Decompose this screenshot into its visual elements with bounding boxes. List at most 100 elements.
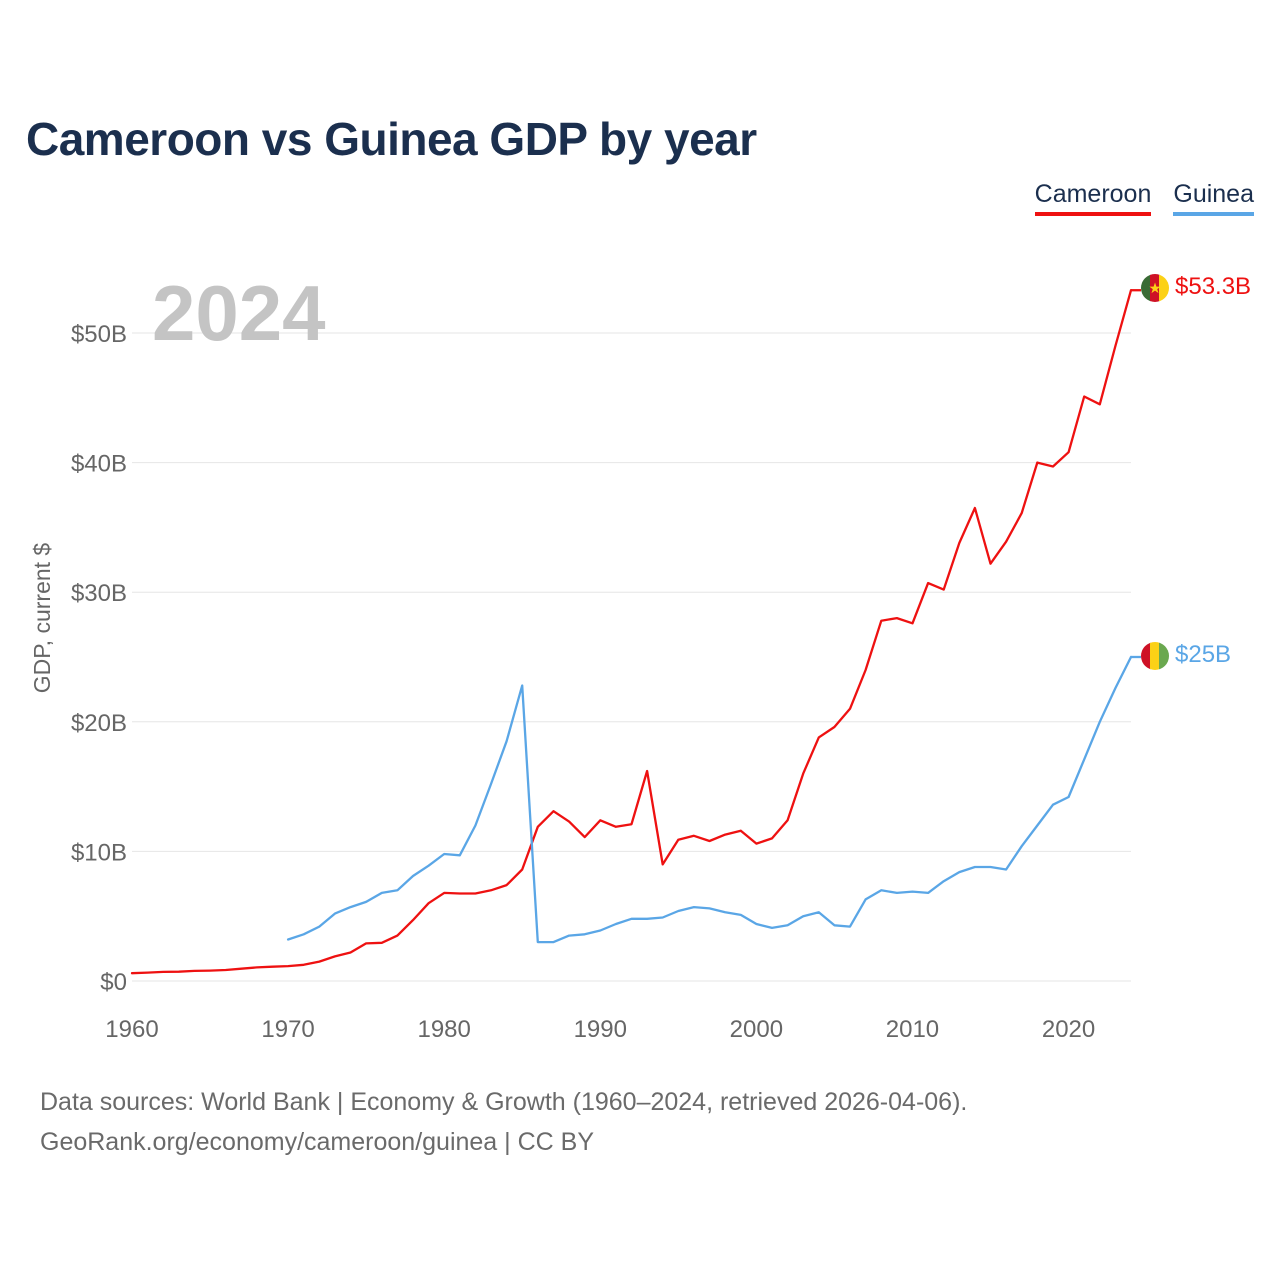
data-point-guinea[interactable] <box>564 931 574 941</box>
data-point-cameroon[interactable] <box>673 835 683 845</box>
data-point-cameroon[interactable] <box>923 578 933 588</box>
data-point-guinea[interactable] <box>798 911 808 921</box>
data-point-guinea[interactable] <box>1079 754 1089 764</box>
data-point-cameroon[interactable] <box>564 817 574 827</box>
data-point-guinea[interactable] <box>330 909 340 919</box>
data-point-guinea[interactable] <box>580 929 590 939</box>
data-point-cameroon[interactable] <box>814 732 824 742</box>
data-point-cameroon[interactable] <box>1048 462 1058 472</box>
data-point-cameroon[interactable] <box>1064 447 1074 457</box>
data-point-cameroon[interactable] <box>455 889 465 899</box>
data-point-guinea[interactable] <box>954 867 964 877</box>
data-point-guinea[interactable] <box>908 887 918 897</box>
data-point-guinea[interactable] <box>486 779 496 789</box>
data-point-cameroon[interactable] <box>330 951 340 961</box>
data-point-cameroon[interactable] <box>1095 399 1105 409</box>
data-point-cameroon[interactable] <box>392 931 402 941</box>
data-point-guinea[interactable] <box>720 907 730 917</box>
data-point-cameroon[interactable] <box>595 815 605 825</box>
data-point-guinea[interactable] <box>783 920 793 930</box>
data-point-cameroon[interactable] <box>174 967 184 977</box>
data-point-cameroon[interactable] <box>798 769 808 779</box>
data-point-cameroon[interactable] <box>314 957 324 967</box>
data-point-cameroon[interactable] <box>986 559 996 569</box>
data-point-cameroon[interactable] <box>829 722 839 732</box>
data-point-guinea[interactable] <box>1017 841 1027 851</box>
data-point-guinea[interactable] <box>1001 865 1011 875</box>
data-point-cameroon[interactable] <box>439 888 449 898</box>
data-point-guinea[interactable] <box>814 907 824 917</box>
data-point-cameroon[interactable] <box>908 618 918 628</box>
data-point-guinea[interactable] <box>673 906 683 916</box>
data-point-cameroon[interactable] <box>658 859 668 869</box>
data-point-cameroon[interactable] <box>783 815 793 825</box>
data-point-cameroon[interactable] <box>1079 392 1089 402</box>
data-point-guinea[interactable] <box>939 876 949 886</box>
data-point-guinea[interactable] <box>751 919 761 929</box>
data-point-cameroon[interactable] <box>954 538 964 548</box>
data-point-cameroon[interactable] <box>236 964 246 974</box>
data-point-cameroon[interactable] <box>299 960 309 970</box>
data-point-cameroon[interactable] <box>502 880 512 890</box>
data-point-cameroon[interactable] <box>892 613 902 623</box>
data-point-guinea[interactable] <box>299 929 309 939</box>
data-point-guinea[interactable] <box>314 922 324 932</box>
data-point-cameroon[interactable] <box>221 965 231 975</box>
data-point-cameroon[interactable] <box>283 961 293 971</box>
data-point-cameroon[interactable] <box>1001 537 1011 547</box>
data-point-guinea[interactable] <box>1032 821 1042 831</box>
data-point-guinea[interactable] <box>642 914 652 924</box>
data-point-guinea[interactable] <box>502 736 512 746</box>
data-point-cameroon[interactable] <box>970 503 980 513</box>
data-point-cameroon[interactable] <box>189 966 199 976</box>
data-point-guinea[interactable] <box>283 935 293 945</box>
data-point-cameroon[interactable] <box>268 962 278 972</box>
data-point-cameroon[interactable] <box>205 966 215 976</box>
data-point-guinea[interactable] <box>517 681 527 691</box>
data-point-guinea[interactable] <box>1048 800 1058 810</box>
data-point-guinea[interactable] <box>455 850 465 860</box>
data-point-cameroon[interactable] <box>876 616 886 626</box>
data-point-guinea[interactable] <box>892 888 902 898</box>
data-point-cameroon[interactable] <box>143 968 153 978</box>
data-point-cameroon[interactable] <box>424 898 434 908</box>
data-point-cameroon[interactable] <box>127 968 137 978</box>
data-point-guinea[interactable] <box>736 910 746 920</box>
data-point-cameroon[interactable] <box>377 938 387 948</box>
data-point-cameroon[interactable] <box>642 766 652 776</box>
data-point-guinea[interactable] <box>377 888 387 898</box>
data-point-guinea[interactable] <box>1064 792 1074 802</box>
data-point-cameroon[interactable] <box>939 585 949 595</box>
data-point-cameroon[interactable] <box>767 833 777 843</box>
data-point-cameroon[interactable] <box>720 830 730 840</box>
data-point-cameroon[interactable] <box>751 839 761 849</box>
data-point-guinea[interactable] <box>689 902 699 912</box>
data-point-guinea[interactable] <box>595 926 605 936</box>
data-point-guinea[interactable] <box>408 871 418 881</box>
data-point-cameroon[interactable] <box>1017 508 1027 518</box>
data-point-guinea[interactable] <box>439 849 449 859</box>
source-line-2[interactable]: GeoRank.org/economy/cameroon/guinea | CC… <box>40 1128 595 1156</box>
data-point-cameroon[interactable] <box>158 967 168 977</box>
data-point-guinea[interactable] <box>346 902 356 912</box>
data-point-cameroon[interactable] <box>517 865 527 875</box>
legend-item-guinea[interactable]: Guinea <box>1173 180 1254 216</box>
data-point-guinea[interactable] <box>361 897 371 907</box>
data-point-guinea[interactable] <box>392 885 402 895</box>
legend-item-cameroon[interactable]: Cameroon <box>1034 180 1152 216</box>
data-point-guinea[interactable] <box>549 937 559 947</box>
data-point-guinea[interactable] <box>829 920 839 930</box>
data-point-cameroon[interactable] <box>533 822 543 832</box>
data-point-cameroon[interactable] <box>486 885 496 895</box>
data-point-guinea[interactable] <box>1095 717 1105 727</box>
data-point-cameroon[interactable] <box>627 819 637 829</box>
data-point-guinea[interactable] <box>986 862 996 872</box>
data-point-cameroon[interactable] <box>861 665 871 675</box>
data-point-guinea[interactable] <box>627 914 637 924</box>
data-point-guinea[interactable] <box>424 861 434 871</box>
data-point-cameroon[interactable] <box>736 826 746 836</box>
data-point-guinea[interactable] <box>767 923 777 933</box>
data-point-guinea[interactable] <box>876 885 886 895</box>
data-point-guinea[interactable] <box>533 937 543 947</box>
data-point-guinea[interactable] <box>611 919 621 929</box>
